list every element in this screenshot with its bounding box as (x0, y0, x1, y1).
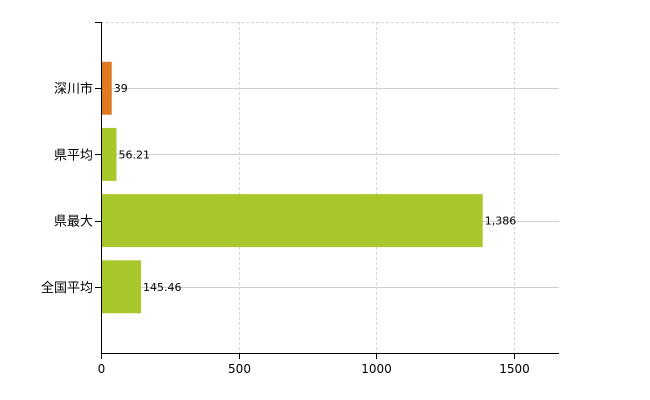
data-label: 56.21 (118, 148, 149, 161)
x-tick-label: 1500 (499, 362, 530, 376)
category-label: 県平均 (54, 148, 93, 163)
x-tick-label: 0 (98, 362, 106, 376)
bar (101, 127, 117, 181)
data-label: 39 (114, 82, 128, 95)
category-label: 深川市 (54, 81, 93, 97)
x-tick-label: 1000 (361, 362, 392, 376)
bar (101, 260, 142, 314)
bar (101, 61, 112, 115)
data-label: 145.46 (143, 281, 182, 294)
bar (101, 194, 483, 248)
data-label: 1,386 (485, 215, 516, 228)
x-tick-label: 500 (228, 362, 251, 376)
category-label: 全国平均 (41, 280, 93, 296)
category-label: 県最大 (54, 215, 93, 230)
